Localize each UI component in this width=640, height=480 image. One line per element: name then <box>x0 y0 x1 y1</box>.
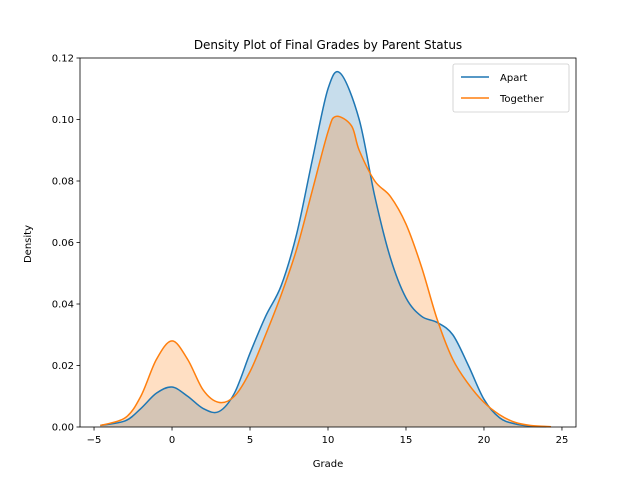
density-fill-apart <box>100 71 547 427</box>
y-tick-label: 0.12 <box>52 54 74 65</box>
plot-area <box>100 70 552 428</box>
axes: −5 0 5 10 15 20 25 0.00 0.02 0.04 0.06 0.08 0.10 0.12 <box>52 54 577 446</box>
x-tick-label: 5 <box>247 435 253 446</box>
legend-label-apart: Apart <box>500 73 527 84</box>
density-line-together <box>100 115 552 428</box>
x-tick-label: 15 <box>400 435 413 446</box>
y-tick-label: 0.04 <box>52 300 74 311</box>
x-tick-label: 0 <box>169 435 175 446</box>
y-tick-label: 0.00 <box>52 423 74 434</box>
chart-title: Density Plot of Final Grades by Parent S… <box>194 38 462 52</box>
legend-frame <box>452 63 570 113</box>
density-line-apart <box>100 70 547 428</box>
legend: Apart Together <box>452 63 570 113</box>
y-axis-label: Density <box>23 225 34 263</box>
density-fill-together <box>100 116 552 428</box>
y-tick-label: 0.10 <box>52 115 74 126</box>
x-tick-label: 20 <box>478 435 491 446</box>
x-tick-label: 10 <box>322 435 335 446</box>
x-tick-label: 25 <box>556 435 569 446</box>
y-tick-label: 0.02 <box>52 361 74 372</box>
x-axis-label: Grade <box>313 459 344 470</box>
x-tick-label: −5 <box>87 435 102 446</box>
legend-label-together: Together <box>499 94 544 105</box>
y-tick-label: 0.08 <box>52 177 74 188</box>
y-tick-label: 0.06 <box>52 238 74 249</box>
